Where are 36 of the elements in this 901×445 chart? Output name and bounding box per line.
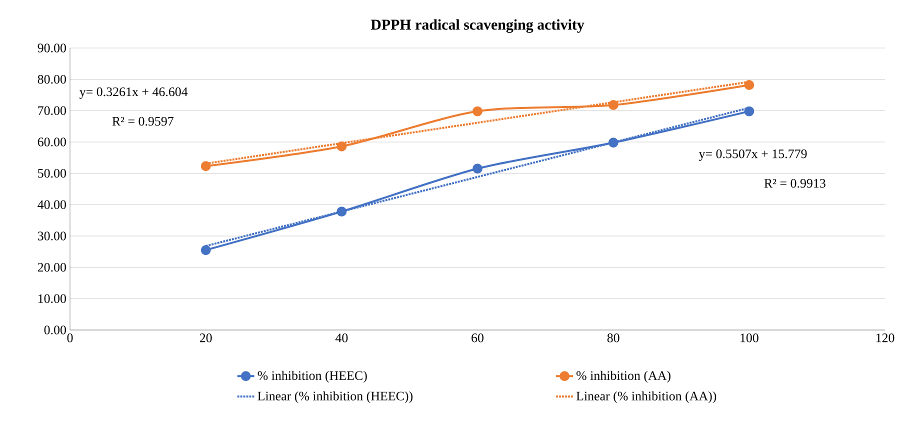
point (472, 106, 482, 116)
x-tick-label: 60 (472, 334, 484, 342)
point (608, 100, 618, 110)
x-tick-label: 0 (67, 334, 73, 342)
annotation: R² = 0.9913 (764, 178, 826, 188)
y-tick-label: 40.00 (38, 200, 66, 210)
x-tick-label: 40 (335, 334, 348, 342)
legend-label: Linear (% inhibition (AA)) (576, 391, 716, 404)
annotation: y= 0.5507x + 15.779 (698, 149, 807, 161)
point (200, 245, 211, 256)
point (336, 206, 347, 217)
y-tick-label: 10.00 (38, 294, 66, 304)
legend-label: % inhibition (AA) (576, 370, 670, 383)
point (608, 138, 618, 148)
x-tick-label: 20 (200, 334, 212, 342)
annotation: R² = 0.9597 (112, 116, 174, 126)
chart-title: DPPH radical scavenging activity (370, 19, 584, 33)
y-tick-label: 30.00 (38, 232, 66, 240)
y-tick-label: 0.00 (44, 326, 66, 334)
y-tick-label: 50.00 (38, 168, 66, 178)
point (744, 80, 754, 90)
y-tick-label: 20.00 (38, 262, 66, 272)
y-tick-label: 80.00 (38, 74, 66, 84)
y-tick-label: 90.00 (38, 44, 66, 52)
x-tick-label: 80 (607, 334, 620, 342)
annotation: y= 0.3261x + 46.604 (79, 87, 188, 99)
y-tick-label: 70.00 (38, 106, 66, 116)
point (336, 141, 347, 152)
point (744, 106, 754, 116)
point (200, 161, 211, 172)
x-tick-label: 100 (740, 334, 758, 342)
legend-label: Linear (% inhibition (HEEC)) (258, 391, 413, 404)
y-tick-label: 60.00 (38, 138, 66, 146)
point (472, 164, 482, 174)
legend-label: % inhibition (HEEC) (258, 370, 367, 383)
x-tick-label: 120 (876, 334, 894, 342)
